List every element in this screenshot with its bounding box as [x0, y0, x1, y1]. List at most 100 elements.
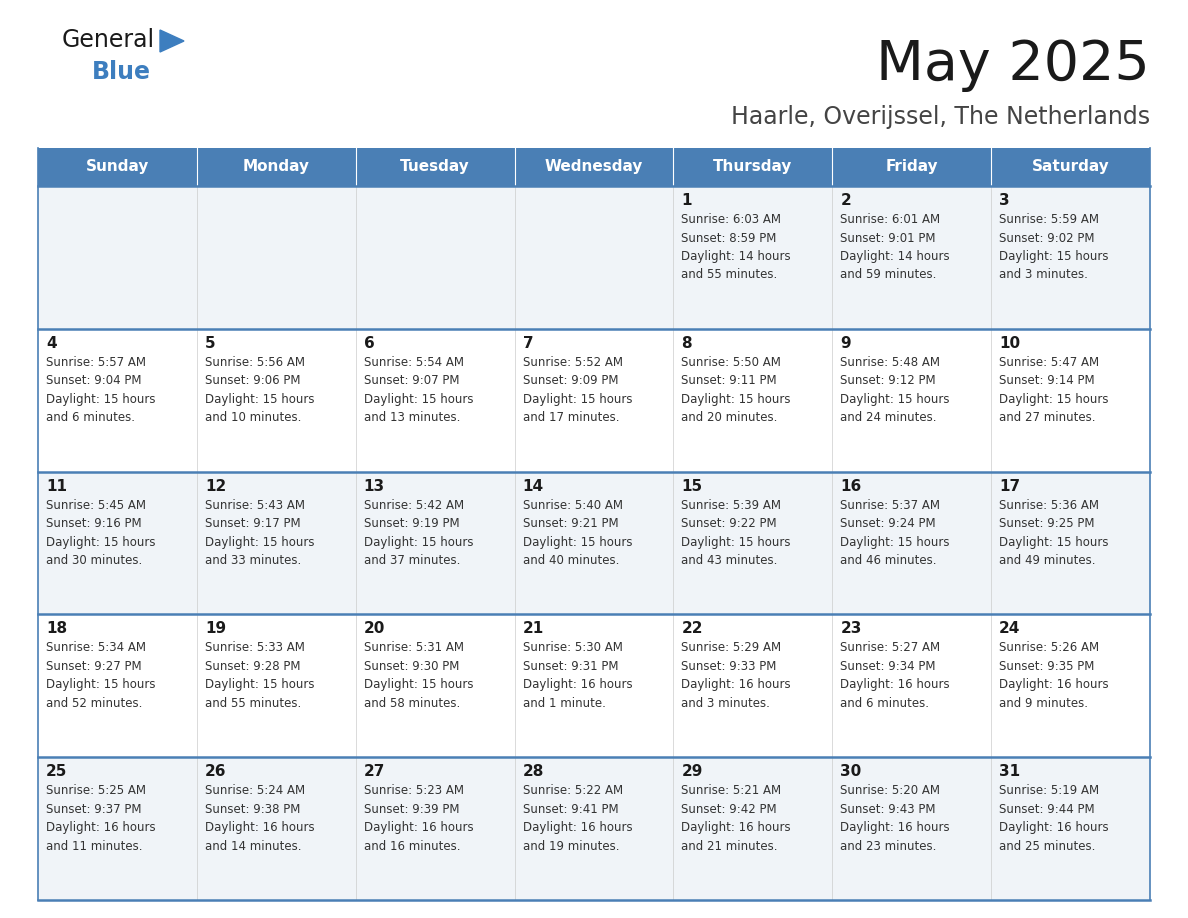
Text: Sunrise: 5:26 AM
Sunset: 9:35 PM
Daylight: 16 hours
and 9 minutes.: Sunrise: 5:26 AM Sunset: 9:35 PM Dayligh… [999, 642, 1108, 710]
Bar [38, 757, 197, 900]
Bar [197, 186, 355, 329]
Bar [197, 148, 355, 186]
Bar [833, 757, 991, 900]
Text: Haarle, Overijssel, The Netherlands: Haarle, Overijssel, The Netherlands [731, 105, 1150, 129]
Text: 26: 26 [204, 764, 227, 779]
Text: 16: 16 [840, 478, 861, 494]
Bar [674, 757, 833, 900]
Text: 23: 23 [840, 621, 861, 636]
Bar [833, 472, 991, 614]
Bar [991, 186, 1150, 329]
Bar [833, 614, 991, 757]
Text: Sunrise: 5:48 AM
Sunset: 9:12 PM
Daylight: 15 hours
and 24 minutes.: Sunrise: 5:48 AM Sunset: 9:12 PM Dayligh… [840, 356, 949, 424]
Text: Sunrise: 5:40 AM
Sunset: 9:21 PM
Daylight: 15 hours
and 40 minutes.: Sunrise: 5:40 AM Sunset: 9:21 PM Dayligh… [523, 498, 632, 567]
Text: 24: 24 [999, 621, 1020, 636]
Bar [991, 757, 1150, 900]
Text: Sunrise: 5:43 AM
Sunset: 9:17 PM
Daylight: 15 hours
and 33 minutes.: Sunrise: 5:43 AM Sunset: 9:17 PM Dayligh… [204, 498, 315, 567]
Text: 20: 20 [364, 621, 385, 636]
Text: Friday: Friday [885, 160, 939, 174]
Bar [991, 148, 1150, 186]
Text: 10: 10 [999, 336, 1020, 351]
Text: Sunrise: 5:30 AM
Sunset: 9:31 PM
Daylight: 16 hours
and 1 minute.: Sunrise: 5:30 AM Sunset: 9:31 PM Dayligh… [523, 642, 632, 710]
Text: Wednesday: Wednesday [545, 160, 643, 174]
Bar [991, 329, 1150, 472]
Bar [991, 614, 1150, 757]
Text: 2: 2 [840, 193, 851, 208]
Bar [674, 329, 833, 472]
Text: Sunday: Sunday [86, 160, 150, 174]
Bar [355, 148, 514, 186]
Text: Sunrise: 5:21 AM
Sunset: 9:42 PM
Daylight: 16 hours
and 21 minutes.: Sunrise: 5:21 AM Sunset: 9:42 PM Dayligh… [682, 784, 791, 853]
Text: 9: 9 [840, 336, 851, 351]
Text: Sunrise: 5:54 AM
Sunset: 9:07 PM
Daylight: 15 hours
and 13 minutes.: Sunrise: 5:54 AM Sunset: 9:07 PM Dayligh… [364, 356, 473, 424]
Text: Sunrise: 5:45 AM
Sunset: 9:16 PM
Daylight: 15 hours
and 30 minutes.: Sunrise: 5:45 AM Sunset: 9:16 PM Dayligh… [46, 498, 156, 567]
Text: Sunrise: 5:22 AM
Sunset: 9:41 PM
Daylight: 16 hours
and 19 minutes.: Sunrise: 5:22 AM Sunset: 9:41 PM Dayligh… [523, 784, 632, 853]
Text: 15: 15 [682, 478, 702, 494]
Text: Sunrise: 5:27 AM
Sunset: 9:34 PM
Daylight: 16 hours
and 6 minutes.: Sunrise: 5:27 AM Sunset: 9:34 PM Dayligh… [840, 642, 950, 710]
Bar [197, 614, 355, 757]
Text: Sunrise: 5:20 AM
Sunset: 9:43 PM
Daylight: 16 hours
and 23 minutes.: Sunrise: 5:20 AM Sunset: 9:43 PM Dayligh… [840, 784, 950, 853]
Bar [833, 329, 991, 472]
Bar [355, 186, 514, 329]
Text: Sunrise: 5:24 AM
Sunset: 9:38 PM
Daylight: 16 hours
and 14 minutes.: Sunrise: 5:24 AM Sunset: 9:38 PM Dayligh… [204, 784, 315, 853]
Bar [833, 186, 991, 329]
Bar [197, 329, 355, 472]
Text: Sunrise: 6:03 AM
Sunset: 8:59 PM
Daylight: 14 hours
and 55 minutes.: Sunrise: 6:03 AM Sunset: 8:59 PM Dayligh… [682, 213, 791, 282]
Text: 19: 19 [204, 621, 226, 636]
Text: 13: 13 [364, 478, 385, 494]
Bar [514, 186, 674, 329]
Text: 29: 29 [682, 764, 703, 779]
Text: Saturday: Saturday [1031, 160, 1110, 174]
Text: Thursday: Thursday [713, 160, 792, 174]
Bar [355, 614, 514, 757]
Text: Sunrise: 5:57 AM
Sunset: 9:04 PM
Daylight: 15 hours
and 6 minutes.: Sunrise: 5:57 AM Sunset: 9:04 PM Dayligh… [46, 356, 156, 424]
Text: 3: 3 [999, 193, 1010, 208]
Text: 21: 21 [523, 621, 544, 636]
Bar [514, 757, 674, 900]
Text: Sunrise: 5:25 AM
Sunset: 9:37 PM
Daylight: 16 hours
and 11 minutes.: Sunrise: 5:25 AM Sunset: 9:37 PM Dayligh… [46, 784, 156, 853]
Text: Sunrise: 5:39 AM
Sunset: 9:22 PM
Daylight: 15 hours
and 43 minutes.: Sunrise: 5:39 AM Sunset: 9:22 PM Dayligh… [682, 498, 791, 567]
Bar [674, 614, 833, 757]
Bar [38, 614, 197, 757]
Bar [514, 472, 674, 614]
Text: 1: 1 [682, 193, 691, 208]
Bar [514, 329, 674, 472]
Text: Sunrise: 5:19 AM
Sunset: 9:44 PM
Daylight: 16 hours
and 25 minutes.: Sunrise: 5:19 AM Sunset: 9:44 PM Dayligh… [999, 784, 1108, 853]
Text: 25: 25 [46, 764, 68, 779]
Text: Sunrise: 5:59 AM
Sunset: 9:02 PM
Daylight: 15 hours
and 3 minutes.: Sunrise: 5:59 AM Sunset: 9:02 PM Dayligh… [999, 213, 1108, 282]
Text: Sunrise: 5:23 AM
Sunset: 9:39 PM
Daylight: 16 hours
and 16 minutes.: Sunrise: 5:23 AM Sunset: 9:39 PM Dayligh… [364, 784, 473, 853]
Bar [514, 614, 674, 757]
Bar [514, 148, 674, 186]
Text: 5: 5 [204, 336, 215, 351]
Text: 30: 30 [840, 764, 861, 779]
Text: 27: 27 [364, 764, 385, 779]
Text: 11: 11 [46, 478, 67, 494]
Bar [38, 329, 197, 472]
Text: Sunrise: 5:52 AM
Sunset: 9:09 PM
Daylight: 15 hours
and 17 minutes.: Sunrise: 5:52 AM Sunset: 9:09 PM Dayligh… [523, 356, 632, 424]
Text: Sunrise: 5:50 AM
Sunset: 9:11 PM
Daylight: 15 hours
and 20 minutes.: Sunrise: 5:50 AM Sunset: 9:11 PM Dayligh… [682, 356, 791, 424]
Text: Sunrise: 5:37 AM
Sunset: 9:24 PM
Daylight: 15 hours
and 46 minutes.: Sunrise: 5:37 AM Sunset: 9:24 PM Dayligh… [840, 498, 949, 567]
Text: Sunrise: 5:56 AM
Sunset: 9:06 PM
Daylight: 15 hours
and 10 minutes.: Sunrise: 5:56 AM Sunset: 9:06 PM Dayligh… [204, 356, 315, 424]
Text: 6: 6 [364, 336, 374, 351]
Text: Sunrise: 6:01 AM
Sunset: 9:01 PM
Daylight: 14 hours
and 59 minutes.: Sunrise: 6:01 AM Sunset: 9:01 PM Dayligh… [840, 213, 950, 282]
Bar [355, 757, 514, 900]
Bar [355, 329, 514, 472]
Text: 28: 28 [523, 764, 544, 779]
Bar [355, 472, 514, 614]
Bar [38, 472, 197, 614]
Text: Monday: Monday [242, 160, 310, 174]
Text: Sunrise: 5:36 AM
Sunset: 9:25 PM
Daylight: 15 hours
and 49 minutes.: Sunrise: 5:36 AM Sunset: 9:25 PM Dayligh… [999, 498, 1108, 567]
Text: Sunrise: 5:29 AM
Sunset: 9:33 PM
Daylight: 16 hours
and 3 minutes.: Sunrise: 5:29 AM Sunset: 9:33 PM Dayligh… [682, 642, 791, 710]
Text: 8: 8 [682, 336, 693, 351]
Bar [197, 472, 355, 614]
Text: Blue: Blue [91, 60, 151, 84]
Text: Sunrise: 5:31 AM
Sunset: 9:30 PM
Daylight: 15 hours
and 58 minutes.: Sunrise: 5:31 AM Sunset: 9:30 PM Dayligh… [364, 642, 473, 710]
Bar [833, 148, 991, 186]
Bar [38, 148, 197, 186]
Bar [197, 757, 355, 900]
Bar [674, 186, 833, 329]
Text: General: General [62, 28, 156, 52]
Text: 12: 12 [204, 478, 226, 494]
Polygon shape [160, 30, 184, 52]
Text: Sunrise: 5:42 AM
Sunset: 9:19 PM
Daylight: 15 hours
and 37 minutes.: Sunrise: 5:42 AM Sunset: 9:19 PM Dayligh… [364, 498, 473, 567]
